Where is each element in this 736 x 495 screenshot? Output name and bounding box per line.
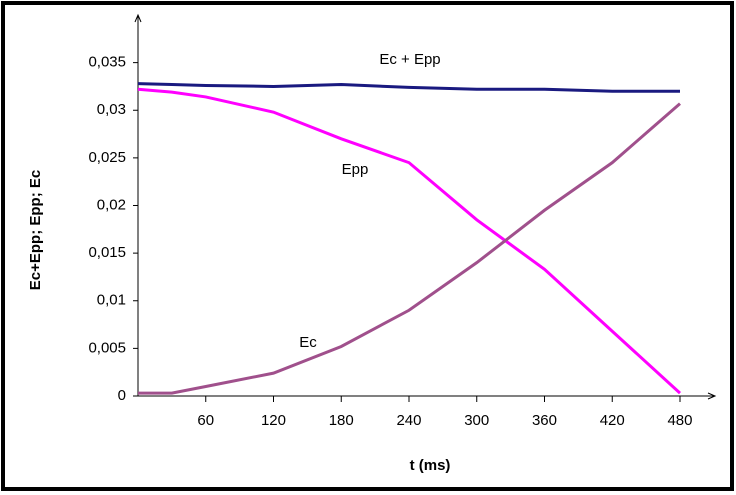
y-tick-label: 0,025 bbox=[88, 149, 126, 166]
x-axis-arrow bbox=[707, 392, 717, 400]
y-tick-label: 0,03 bbox=[97, 101, 126, 118]
y-tick-label: 0,01 bbox=[97, 292, 126, 309]
x-tick-label: 300 bbox=[464, 412, 489, 429]
y-axis-arrow bbox=[134, 13, 142, 23]
y-tick-label: 0,02 bbox=[97, 196, 126, 213]
y-tick-label: 0 bbox=[118, 387, 126, 404]
y-tick-label: 0,005 bbox=[88, 339, 126, 356]
x-tick-label: 420 bbox=[600, 412, 625, 429]
x-tick-label: 60 bbox=[197, 412, 214, 429]
x-tick-label: 240 bbox=[396, 412, 421, 429]
series-label: Epp bbox=[342, 161, 369, 178]
x-tick-label: 480 bbox=[667, 412, 692, 429]
y-tick-label: 0,035 bbox=[88, 54, 126, 71]
x-axis-title: t (ms) bbox=[410, 457, 451, 474]
series-line bbox=[137, 87, 682, 395]
series-label: Ec bbox=[299, 334, 317, 351]
y-axis-title: Ec+Epp; Epp; Ec bbox=[27, 170, 44, 290]
x-tick-label: 180 bbox=[329, 412, 354, 429]
y-tick-label: 0,015 bbox=[88, 244, 126, 261]
series-label: Ec + Epp bbox=[379, 51, 440, 68]
x-tick-label: 120 bbox=[261, 412, 286, 429]
series-line bbox=[138, 102, 681, 395]
x-tick-label: 360 bbox=[532, 412, 557, 429]
series-line bbox=[137, 82, 680, 93]
